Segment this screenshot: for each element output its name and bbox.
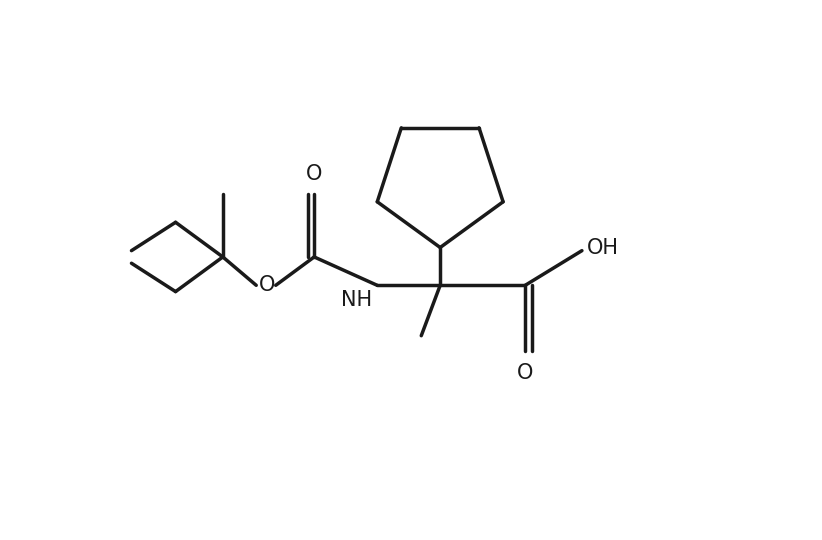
Text: NH: NH — [341, 291, 372, 310]
Text: O: O — [517, 363, 533, 383]
Text: O: O — [306, 165, 322, 185]
Text: OH: OH — [587, 238, 619, 258]
Text: O: O — [259, 275, 275, 295]
